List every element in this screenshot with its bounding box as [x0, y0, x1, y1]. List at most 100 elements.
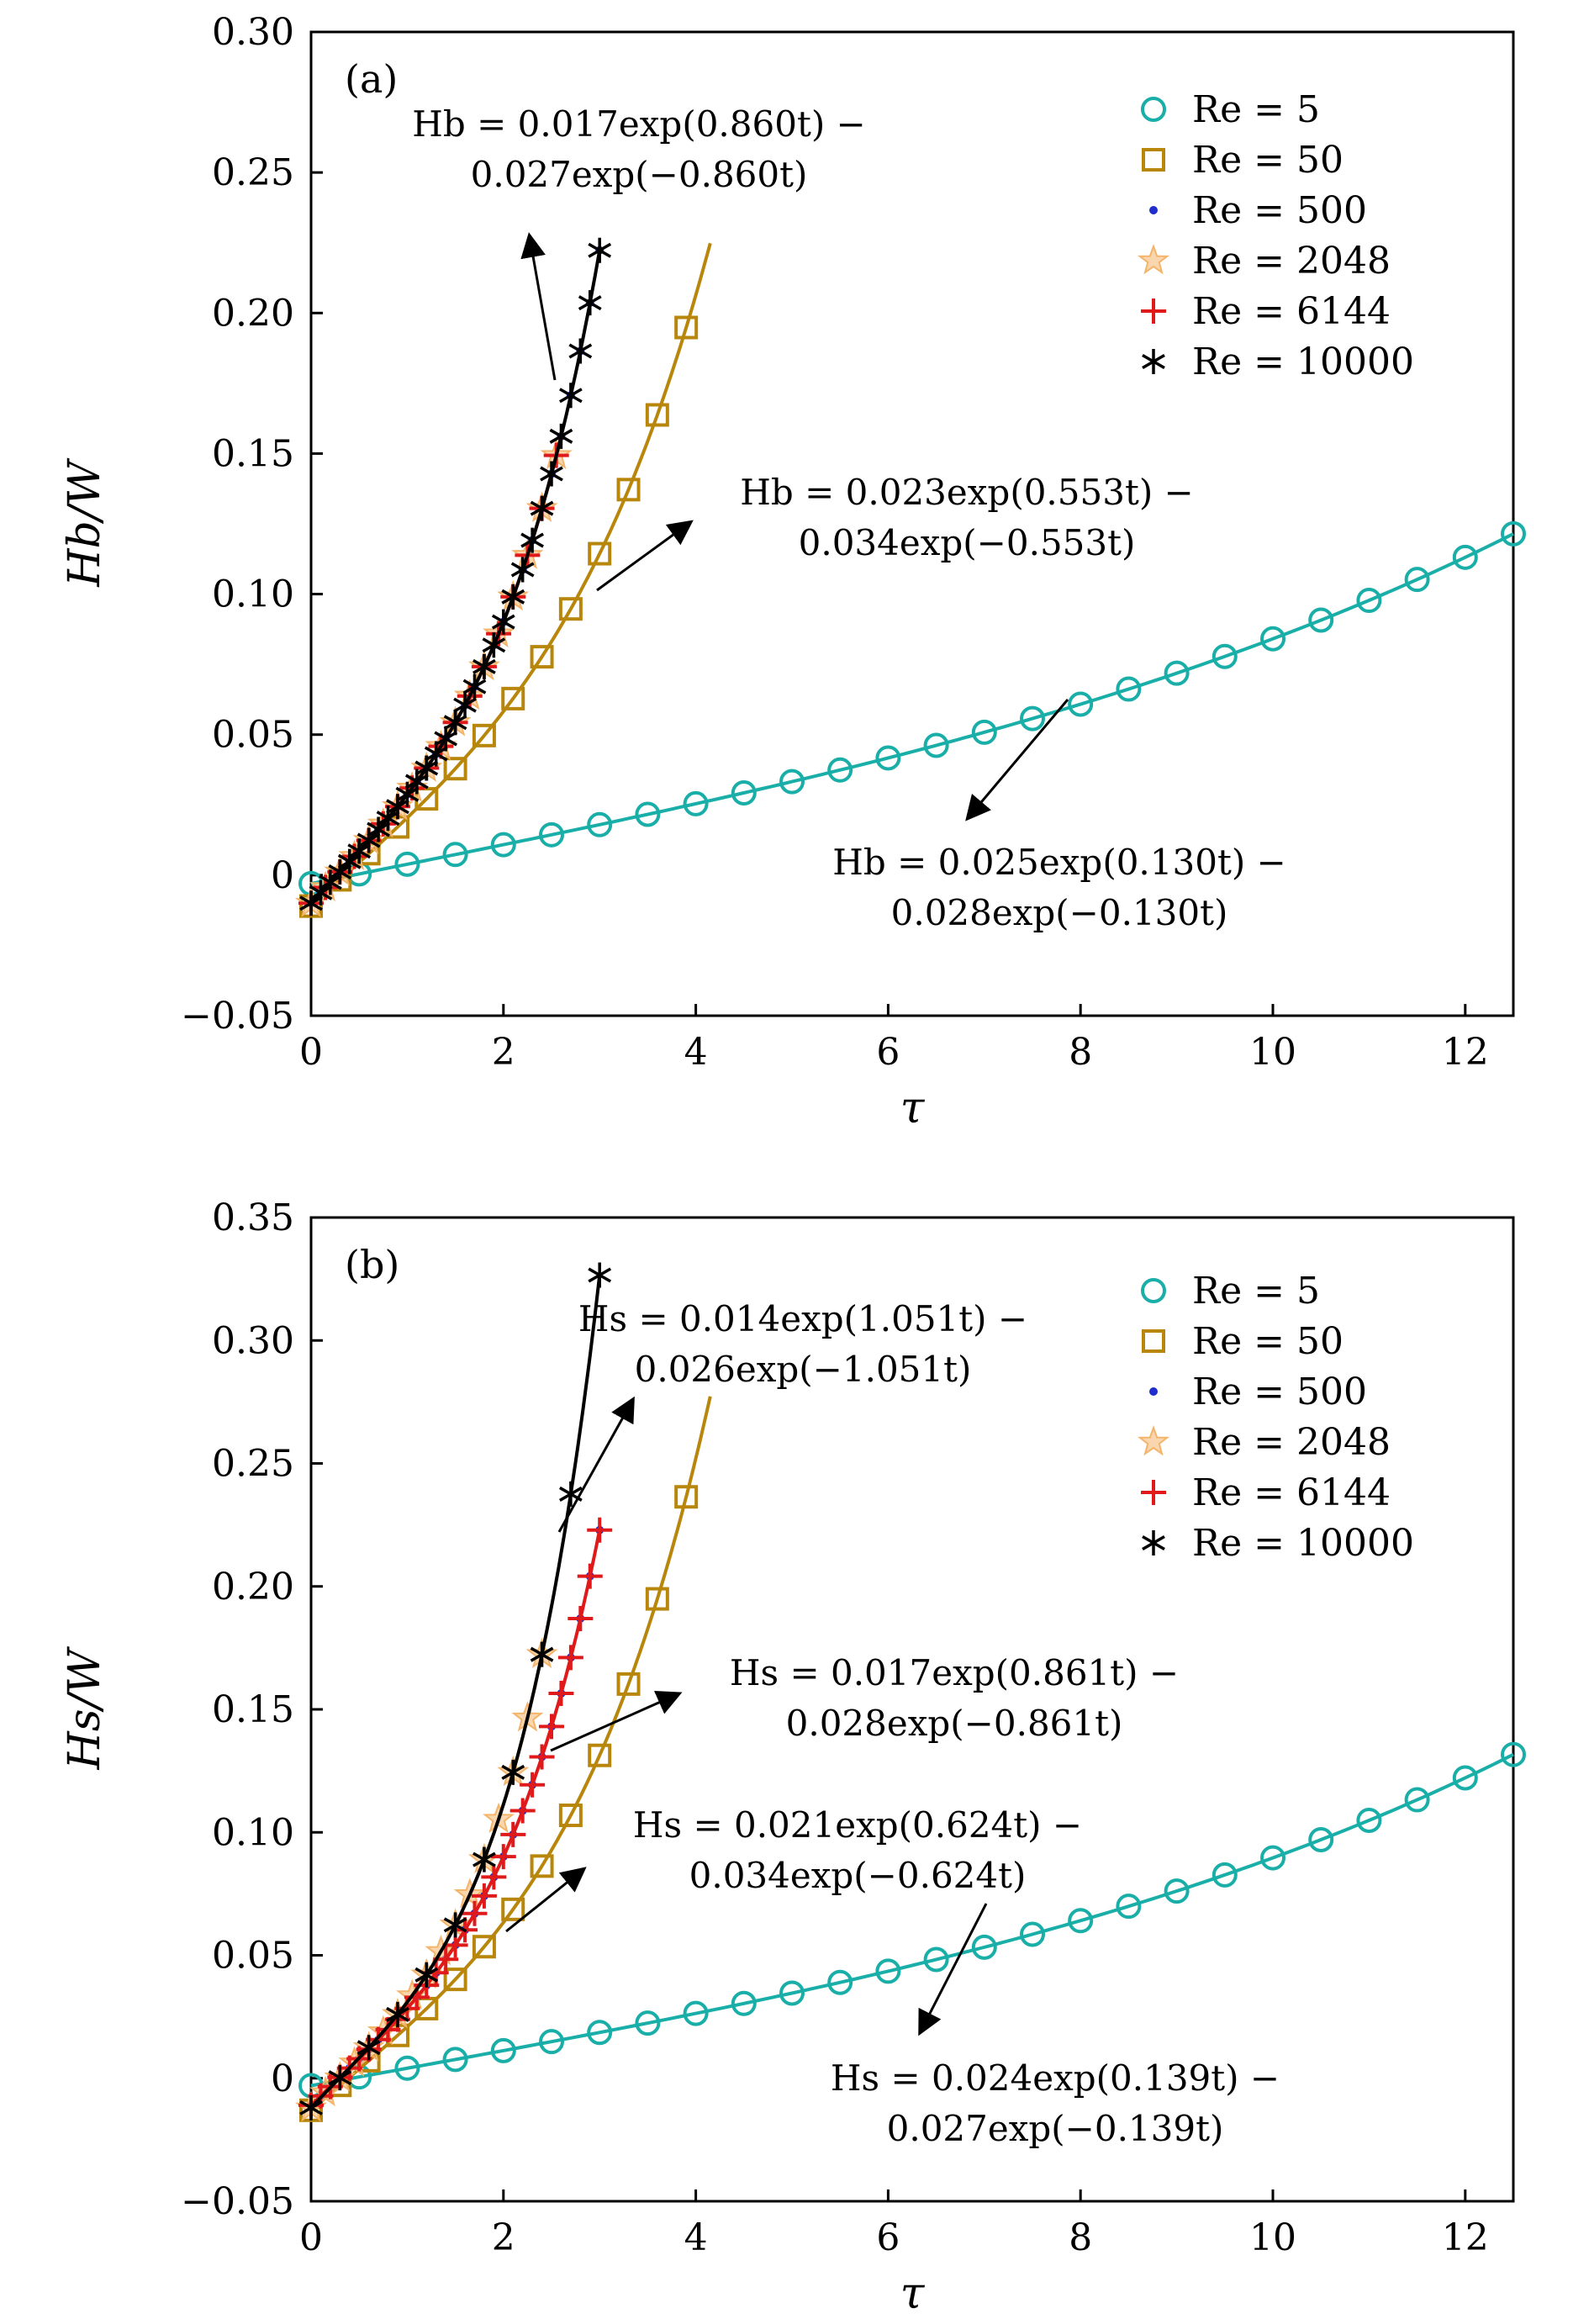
- data-point-asterisk: [588, 1262, 612, 1288]
- annotation-re-50: Hb = 0.023exp(0.553t) − 0.034exp(−0.553t…: [596, 472, 1194, 592]
- x-axis-label: τ: [900, 2269, 926, 2319]
- data-point-circle: [635, 801, 661, 827]
- legend-entry-re-5: Re = 5: [1141, 88, 1320, 131]
- x-tick-label: 0: [299, 1031, 323, 1074]
- y-axis-label: Hb/W: [60, 458, 110, 588]
- data-point-circle: [539, 821, 564, 848]
- legend-label: Re = 5: [1192, 1270, 1320, 1313]
- legend-label: Re = 500: [1192, 189, 1367, 232]
- data-point-square: [674, 1485, 699, 1509]
- annotation-line-1: Hb = 0.025exp(0.130t) −: [832, 842, 1286, 883]
- y-tick-label: 0.05: [212, 1935, 294, 1978]
- x-tick-label: 4: [684, 1031, 708, 1074]
- data-point-circle: [1212, 643, 1238, 669]
- x-axis-label: τ: [900, 1083, 926, 1133]
- x-tick-label: 8: [1069, 2216, 1092, 2259]
- series-fit-line: [309, 242, 712, 908]
- data-point-asterisk: [472, 653, 496, 679]
- data-point-asterisk: [347, 838, 372, 864]
- data-point-asterisk: [559, 383, 583, 409]
- data-point-circle: [1116, 676, 1142, 702]
- x-tick-label: 4: [684, 2216, 708, 2259]
- data-point-square: [472, 723, 496, 747]
- y-tick-label: 0.15: [212, 1688, 294, 1731]
- y-tick-label: 0.05: [212, 714, 294, 757]
- data-point-asterisk: [386, 794, 409, 820]
- data-point-square: [558, 597, 583, 621]
- data-point-square: [645, 403, 669, 427]
- x-tick-label: 2: [492, 2216, 515, 2259]
- legend: Re = 5 Re = 50 Re = 500 Re = 2048 Re = 6…: [1137, 88, 1414, 383]
- legend-label: Re = 6144: [1192, 1471, 1391, 1514]
- legend-label: Re = 6144: [1192, 290, 1391, 333]
- y-tick-label: 0.25: [212, 1443, 294, 1486]
- series-layer: [294, 237, 1526, 918]
- annotation-re-5: Hb = 0.025exp(0.130t) − 0.028exp(−0.130t…: [832, 699, 1286, 933]
- data-point-plus: [568, 1606, 594, 1632]
- annotation-arrow: [520, 232, 557, 381]
- fit-annotations: Hs = 0.014exp(1.051t) − 0.026exp(−1.051t…: [505, 1298, 1280, 2149]
- data-point-square: [616, 478, 641, 502]
- data-point-circle: [1404, 567, 1430, 593]
- data-point-circle: [683, 2000, 709, 2026]
- legend-marker-plus: [1141, 1480, 1166, 1505]
- y-tick-label: −0.05: [181, 2180, 294, 2223]
- data-point-circle: [731, 779, 757, 805]
- data-point-circle: [394, 851, 420, 877]
- legend-marker-star: [1137, 244, 1170, 275]
- data-point-square: [645, 1587, 669, 1611]
- data-point-asterisk: [328, 2065, 352, 2091]
- data-point-plus: [539, 1714, 564, 1740]
- series-fit-line: [309, 1275, 602, 2110]
- data-point-asterisk: [434, 726, 458, 752]
- annotation-line-1: Hs = 0.014exp(1.051t) −: [578, 1298, 1027, 1339]
- legend-entry-re-10000: Re = 10000: [1142, 341, 1414, 383]
- legend-label: Re = 50: [1192, 139, 1344, 182]
- y-tick-label: 0.30: [212, 1319, 294, 1362]
- x-tick-label: 0: [299, 2216, 323, 2259]
- annotation-re-50: Hs = 0.021exp(0.624t) − 0.034exp(−0.624t…: [505, 1804, 1082, 1933]
- annotation-arrow: [596, 520, 694, 592]
- data-point-asterisk: [337, 848, 362, 874]
- data-point-circle: [779, 1980, 805, 2006]
- annotation-line-2: 0.028exp(−0.861t): [786, 1703, 1123, 1744]
- data-point-circle: [827, 1969, 853, 1995]
- data-point-circle: [442, 2047, 468, 2073]
- legend-entry-re-50: Re = 50: [1142, 139, 1344, 182]
- annotation-arrow: [557, 1396, 635, 1533]
- y-tick-label: 0.35: [212, 1196, 294, 1239]
- legend-marker-asterisk: [1142, 349, 1165, 374]
- data-point-circle: [1308, 1826, 1334, 1852]
- legend-marker-dot: [1149, 206, 1158, 214]
- annotation-line-1: Hs = 0.017exp(0.861t) −: [730, 1652, 1179, 1693]
- data-point-asterisk: [501, 1759, 525, 1785]
- series-fit-line: [309, 1396, 712, 2112]
- chart-panel-b: (b) 0 2 4 6 8 10 12−0.0500.050.100.150.200.250…: [60, 1196, 1526, 2319]
- annotation-line-2: 0.034exp(−0.553t): [799, 522, 1136, 563]
- data-point-asterisk: [453, 692, 477, 718]
- x-tick-label: 10: [1249, 1031, 1296, 1074]
- annotation-arrow: [965, 699, 1069, 821]
- data-point-circle: [1308, 607, 1334, 633]
- data-point-square: [501, 686, 525, 710]
- y-tick-label: 0.10: [212, 1811, 294, 1854]
- legend-entry-re-500: Re = 500: [1149, 1371, 1367, 1413]
- y-tick-label: 0.15: [212, 432, 294, 475]
- data-point-circle: [1260, 626, 1285, 652]
- data-point-asterisk: [386, 2001, 409, 2027]
- x-tick-label: 12: [1442, 2216, 1489, 2259]
- x-tick-label: 12: [1442, 1031, 1489, 1074]
- data-point-circle: [923, 1946, 949, 1973]
- legend-marker-circle: [1141, 97, 1166, 122]
- legend-marker-circle: [1141, 1278, 1166, 1303]
- data-point-circle: [923, 732, 949, 758]
- data-point-plus: [500, 1821, 526, 1847]
- annotation-arrow: [550, 1691, 683, 1752]
- data-point-plus: [577, 1563, 603, 1589]
- data-point-asterisk: [356, 2035, 381, 2061]
- legend-label: Re = 10000: [1192, 341, 1414, 383]
- data-point-circle: [1260, 1845, 1285, 1871]
- legend-marker-star: [1137, 1425, 1170, 1456]
